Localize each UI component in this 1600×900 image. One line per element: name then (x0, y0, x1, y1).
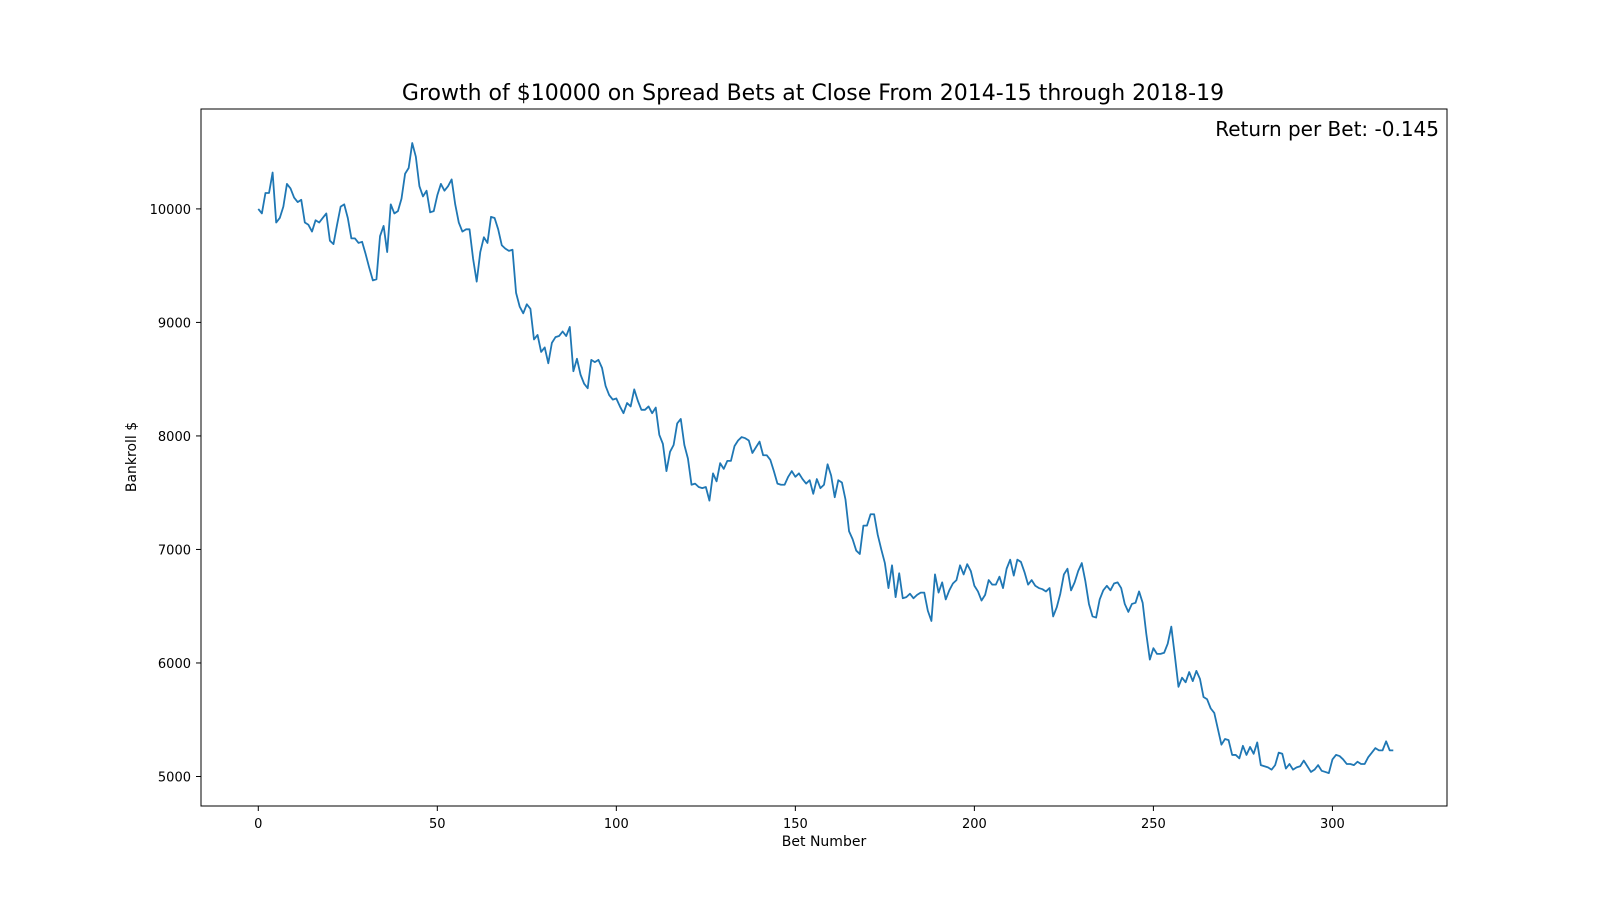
y-axis-label: Bankroll $ (124, 422, 140, 492)
y-tick-label: 10000 (150, 203, 191, 218)
x-tick-label: 50 (429, 817, 446, 832)
x-tick-label: 200 (962, 817, 987, 832)
x-tick-label: 300 (1320, 817, 1345, 832)
x-tick-label: 100 (604, 817, 629, 832)
x-tick-label: 150 (783, 817, 808, 832)
x-axis-label: Bet Number (782, 834, 867, 850)
return-per-bet-annotation: Return per Bet: -0.145 (1215, 117, 1439, 141)
y-tick-label: 6000 (158, 657, 191, 672)
x-tick-label: 250 (1141, 817, 1166, 832)
x-tick-label: 0 (254, 817, 262, 832)
series-line (257, 142, 1394, 774)
y-tick-label: 7000 (158, 543, 191, 558)
plot-frame (200, 108, 1448, 807)
y-tick-label: 9000 (158, 316, 191, 331)
chart-title: Growth of $10000 on Spread Bets at Close… (402, 81, 1224, 106)
y-axis: 5000 6000 7000 8000 9000 10000 (150, 203, 201, 785)
x-axis: 0 50 100 150 200 250 300 (254, 806, 1345, 832)
y-tick-label: 8000 (158, 430, 191, 445)
y-tick-label: 5000 (158, 770, 191, 785)
